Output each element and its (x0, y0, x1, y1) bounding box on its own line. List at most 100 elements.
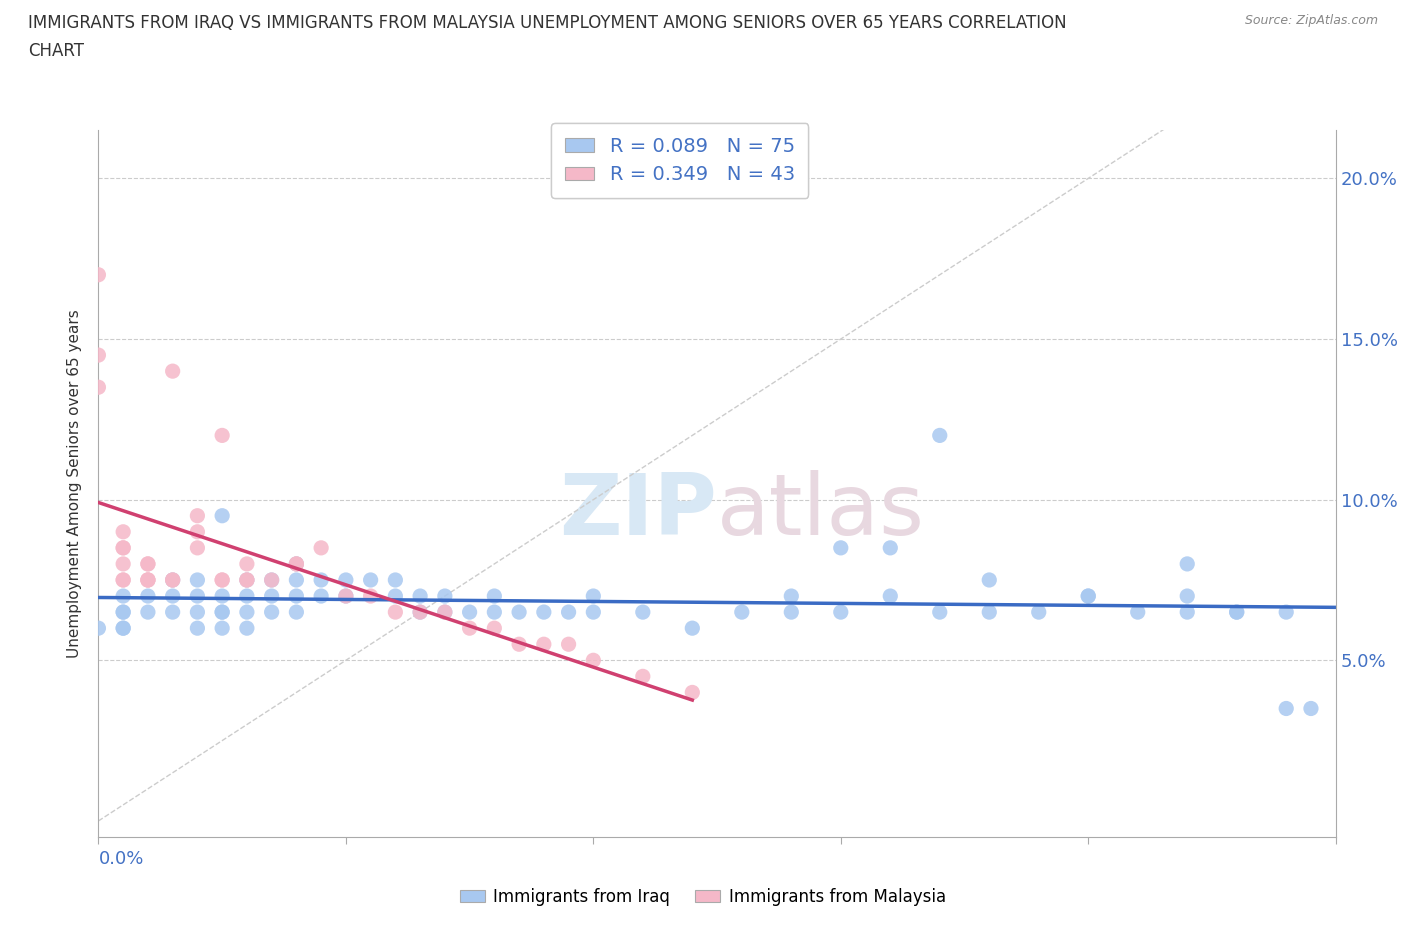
Text: Source: ZipAtlas.com: Source: ZipAtlas.com (1244, 14, 1378, 27)
Point (309, 573, 332, 588)
Point (186, 620, 208, 635)
Point (136, 556, 159, 571)
Point (1175, 604, 1198, 619)
Point (409, 589, 432, 604)
Point (211, 573, 233, 588)
Point (211, 509, 233, 524)
Point (433, 604, 456, 619)
Point (112, 604, 135, 619)
Point (112, 540, 135, 555)
Point (260, 573, 283, 588)
Point (211, 428, 233, 443)
Point (211, 589, 233, 604)
Point (360, 573, 382, 588)
Point (285, 556, 308, 571)
Point (87, 379, 110, 394)
Point (409, 604, 432, 619)
Point (186, 525, 208, 539)
Legend: R = 0.089   N = 75, R = 0.349   N = 43: R = 0.089 N = 75, R = 0.349 N = 43 (551, 123, 808, 198)
Point (681, 620, 703, 635)
Point (1275, 604, 1298, 619)
Point (1275, 701, 1298, 716)
Point (112, 589, 135, 604)
Text: 0.0%: 0.0% (98, 850, 143, 868)
Point (186, 540, 208, 555)
Point (136, 573, 159, 588)
Point (136, 556, 159, 571)
Point (508, 637, 530, 652)
Point (211, 620, 233, 635)
Point (409, 604, 432, 619)
Point (1226, 604, 1249, 619)
Point (112, 573, 135, 588)
Point (186, 509, 208, 524)
Point (631, 604, 654, 619)
Point (384, 589, 406, 604)
Point (112, 620, 135, 635)
Point (211, 604, 233, 619)
Point (979, 573, 1001, 588)
Point (830, 540, 852, 555)
Point (236, 589, 259, 604)
Point (458, 604, 481, 619)
Point (87, 348, 110, 363)
Point (87, 620, 110, 635)
Point (186, 604, 208, 619)
Point (780, 589, 803, 604)
Point (285, 589, 308, 604)
Point (631, 669, 654, 684)
Point (285, 556, 308, 571)
Point (285, 604, 308, 619)
Text: atlas: atlas (717, 471, 925, 553)
Point (1226, 604, 1249, 619)
Point (236, 573, 259, 588)
Point (1175, 589, 1198, 604)
Point (236, 604, 259, 619)
Point (236, 573, 259, 588)
Text: IMMIGRANTS FROM IRAQ VS IMMIGRANTS FROM MALAYSIA UNEMPLOYMENT AMONG SENIORS OVER: IMMIGRANTS FROM IRAQ VS IMMIGRANTS FROM … (28, 14, 1067, 32)
Point (484, 589, 506, 604)
Point (1028, 604, 1050, 619)
Point (582, 589, 605, 604)
Point (211, 604, 233, 619)
Point (681, 685, 703, 700)
Point (136, 604, 159, 619)
Point (162, 573, 184, 588)
Point (112, 525, 135, 539)
Point (112, 540, 135, 555)
Point (557, 604, 579, 619)
Point (236, 620, 259, 635)
Legend: Immigrants from Iraq, Immigrants from Malaysia: Immigrants from Iraq, Immigrants from Ma… (454, 881, 952, 912)
Point (162, 604, 184, 619)
Point (508, 604, 530, 619)
Point (162, 573, 184, 588)
Point (260, 604, 283, 619)
Point (162, 364, 184, 379)
Point (879, 589, 901, 604)
Point (186, 573, 208, 588)
Point (433, 589, 456, 604)
Point (582, 604, 605, 619)
Point (928, 428, 950, 443)
Point (236, 556, 259, 571)
Point (236, 573, 259, 588)
Point (335, 589, 357, 604)
Point (112, 556, 135, 571)
Point (136, 573, 159, 588)
Point (136, 573, 159, 588)
Point (1175, 556, 1198, 571)
Point (87, 267, 110, 282)
Point (162, 589, 184, 604)
Text: ZIP: ZIP (560, 471, 717, 553)
Point (979, 604, 1001, 619)
Point (162, 573, 184, 588)
Point (731, 604, 754, 619)
Point (285, 573, 308, 588)
Point (830, 604, 852, 619)
Point (928, 604, 950, 619)
Point (186, 589, 208, 604)
Y-axis label: Unemployment Among Seniors over 65 years: Unemployment Among Seniors over 65 years (67, 310, 83, 658)
Point (384, 604, 406, 619)
Point (335, 589, 357, 604)
Point (211, 573, 233, 588)
